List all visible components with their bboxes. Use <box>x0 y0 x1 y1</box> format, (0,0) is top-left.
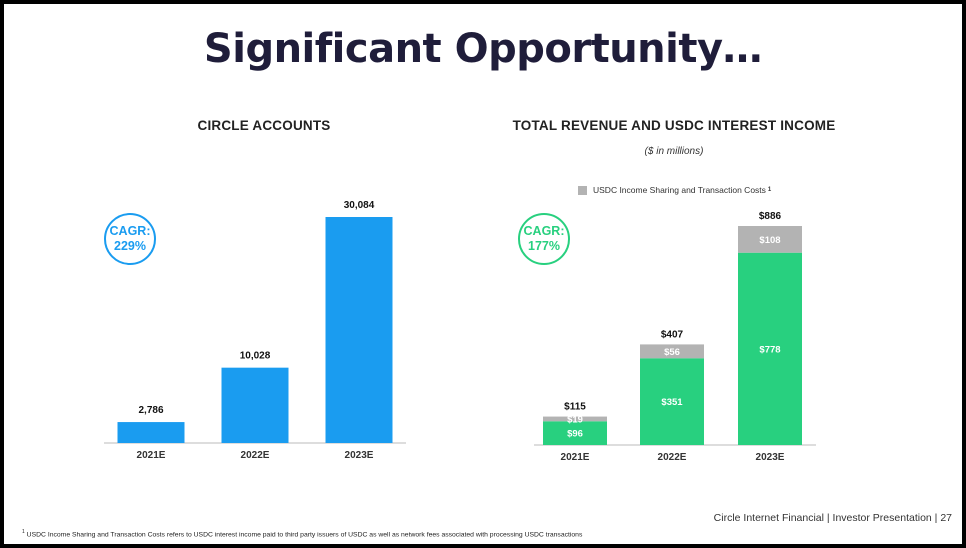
revenue-total-label: $115 <box>564 402 586 413</box>
legend-footnote-marker: 1 <box>767 187 772 193</box>
cost-bar-segment-2021E <box>543 416 607 422</box>
accounts-bar-2021E <box>117 422 185 443</box>
cost-bar-segment-2022E <box>640 344 704 359</box>
accounts-cagr-value: 229% <box>114 239 146 253</box>
footnote-text: USDC Income Sharing and Transaction Cost… <box>26 531 583 539</box>
accounts-value-label: 2,786 <box>138 405 163 416</box>
legend-label: USDC Income Sharing and Transaction Cost… <box>593 185 766 195</box>
revenue-x-tick-label: 2022E <box>658 452 687 463</box>
segment-value-label: $351 <box>661 397 683 408</box>
segment-value-label: $108 <box>759 235 780 246</box>
footnote: 1 USDC Income Sharing and Transaction Co… <box>22 529 582 538</box>
revenue-total-label: $407 <box>661 329 684 340</box>
legend-swatch <box>578 185 587 195</box>
accounts-cagr-badge: CAGR: 229% <box>104 213 156 265</box>
accounts-value-label: 30,084 <box>344 200 375 211</box>
accounts-x-tick-label: 2023E <box>345 450 374 461</box>
page-title: Significant Opportunity… <box>203 26 763 72</box>
accounts-bar-2023E <box>325 217 393 443</box>
accounts-cagr-label: CAGR: <box>109 224 151 238</box>
revenue-chart-subtitle: ($ in millions) <box>644 146 704 157</box>
segment-value-label: $19 <box>567 414 583 425</box>
revenue-x-tick-label: 2021E <box>561 452 590 463</box>
accounts-chart-title: CIRCLE ACCOUNTS <box>197 118 331 133</box>
revenue-bar-segment-2023E <box>738 252 802 445</box>
segment-value-label: $96 <box>567 429 583 440</box>
revenue-chart-title: TOTAL REVENUE AND USDC INTEREST INCOME <box>512 118 836 133</box>
accounts-bar-2022E <box>221 367 289 443</box>
revenue-bar-segment-2022E <box>640 358 704 445</box>
revenue-legend: USDC Income Sharing and Transaction Cost… <box>578 185 771 195</box>
revenue-bar-segment-2021E <box>543 421 607 445</box>
revenue-cagr-badge: CAGR: 177% <box>518 213 570 265</box>
revenue-stacked-bar-chart: $96 $19$115 2021E $351 $56 $407 2022E $778 $108 $… <box>534 211 816 463</box>
accounts-value-label: 10,028 <box>240 351 271 362</box>
segment-value-label: $56 <box>664 347 680 358</box>
slide: Significant Opportunity… CIRCLE ACCOUNTS… <box>4 4 962 544</box>
cost-bar-segment-2023E <box>738 226 802 253</box>
revenue-cagr-value: 177% <box>528 239 560 253</box>
footnote-marker: 1 <box>22 529 25 535</box>
accounts-x-tick-label: 2021E <box>137 450 166 461</box>
accounts-x-tick-label: 2022E <box>241 450 270 461</box>
revenue-cagr-label: CAGR: <box>523 224 565 238</box>
footer: Circle Internet Financial | Investor Pre… <box>713 512 952 524</box>
revenue-total-label: $886 <box>759 211 782 222</box>
segment-value-label: $778 <box>759 344 780 355</box>
accounts-bar-chart: 2,786 2021E 10,028 2022E 30,084 2023E <box>104 200 406 461</box>
revenue-x-tick-label: 2023E <box>756 452 785 463</box>
